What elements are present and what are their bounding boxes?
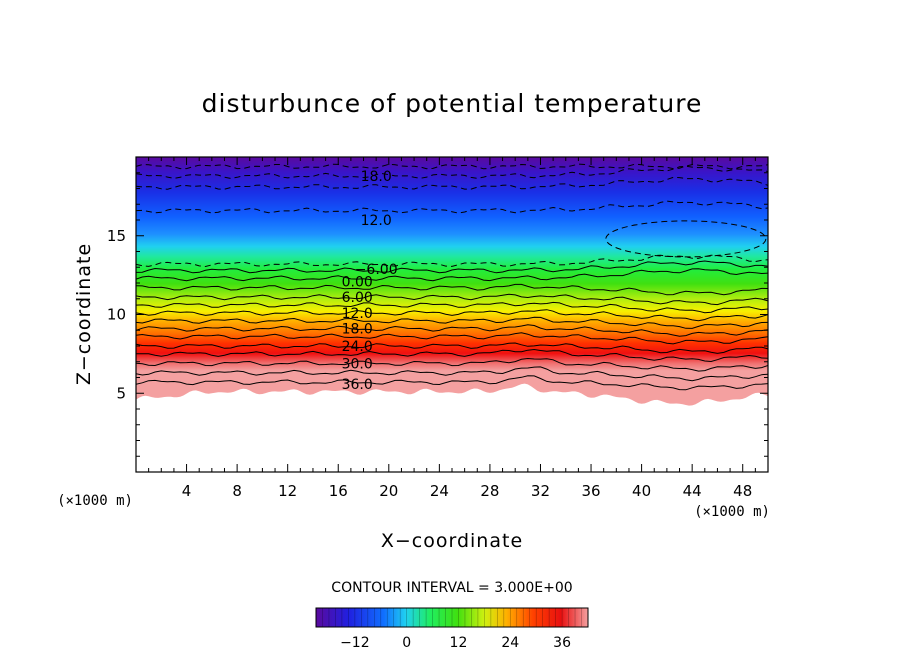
contour-line <box>136 348 768 363</box>
contour-label: 18.0 <box>342 322 373 338</box>
contour-line <box>136 293 768 306</box>
contour-line <box>136 342 768 354</box>
contour-line <box>136 301 768 314</box>
x-tick-label: 44 <box>683 482 702 500</box>
y-axis-label: Z−coordinate <box>73 243 95 385</box>
contour-label: 0.00 <box>342 274 373 290</box>
y-tick-label: 10 <box>107 306 126 324</box>
contour-line <box>136 163 768 170</box>
x-axis-label: X−coordinate <box>381 530 523 552</box>
contour-line <box>136 254 768 268</box>
x-tick-label: 12 <box>278 482 297 500</box>
contour-labels: 18.012.0−6.000.006.0012.018.024.030.036.… <box>342 169 398 393</box>
contour-line <box>136 316 768 329</box>
contour-line <box>136 324 768 337</box>
x-tick-label: 40 <box>632 482 651 500</box>
colorbar-tick-label: 0 <box>402 635 411 651</box>
contour-label: 36.0 <box>342 377 373 393</box>
contour-line <box>136 357 768 372</box>
contour-line <box>136 283 768 296</box>
x-tick-label: 28 <box>480 482 499 500</box>
contour-label: 6.00 <box>342 290 373 306</box>
colorbar-ticks: −12 0 12 24 36 <box>315 608 589 651</box>
contour-label: −6.00 <box>355 262 398 278</box>
x-tick-label: 16 <box>329 482 348 500</box>
contour-line <box>136 260 768 274</box>
x-tick-label: 36 <box>581 482 600 500</box>
x-tick-label: 20 <box>379 482 398 500</box>
colorbar-tick-label: 12 <box>450 635 468 651</box>
contour-line <box>136 176 768 190</box>
contour-line <box>605 220 767 258</box>
contour-label: 24.0 <box>342 339 373 355</box>
field-fill <box>136 157 768 406</box>
contour-line <box>136 268 768 282</box>
contour-label: 18.0 <box>361 169 392 185</box>
contour-line <box>136 332 768 345</box>
colorbar-tick-label: −12 <box>340 635 370 651</box>
contour-field <box>136 157 768 406</box>
x-tick-label: 48 <box>733 482 752 500</box>
contour-label: 12.0 <box>342 306 373 322</box>
colorbar-tick-label: 24 <box>501 635 519 651</box>
y-tick-label: 5 <box>116 384 126 402</box>
contour-interval-text: CONTOUR INTERVAL = 3.000E+00 <box>331 580 572 596</box>
z-unit-label: (×1000 m) <box>57 493 133 509</box>
contour-label: 12.0 <box>361 213 392 229</box>
contour-line <box>136 366 768 382</box>
y-tick-label: 15 <box>107 227 126 245</box>
x-tick-label: 32 <box>531 482 550 500</box>
colorbar <box>315 607 589 628</box>
contour-line <box>136 375 768 391</box>
contour-line <box>136 165 768 179</box>
chart-title: disturbunce of potential temperature <box>202 89 703 118</box>
x-tick-label: 24 <box>430 482 449 500</box>
x-tick-label: 8 <box>232 482 242 500</box>
x-unit-label: (×1000 m) <box>694 504 770 520</box>
contour-line <box>136 200 768 214</box>
contour-label: 30.0 <box>342 356 373 372</box>
contour-line <box>136 309 768 322</box>
colorbar-tick-label: 36 <box>553 635 571 651</box>
contour-lines <box>136 163 768 391</box>
x-tick-label: 4 <box>182 482 192 500</box>
